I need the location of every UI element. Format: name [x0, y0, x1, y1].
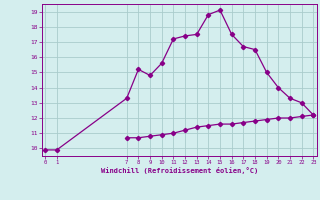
X-axis label: Windchill (Refroidissement éolien,°C): Windchill (Refroidissement éolien,°C): [100, 167, 258, 174]
